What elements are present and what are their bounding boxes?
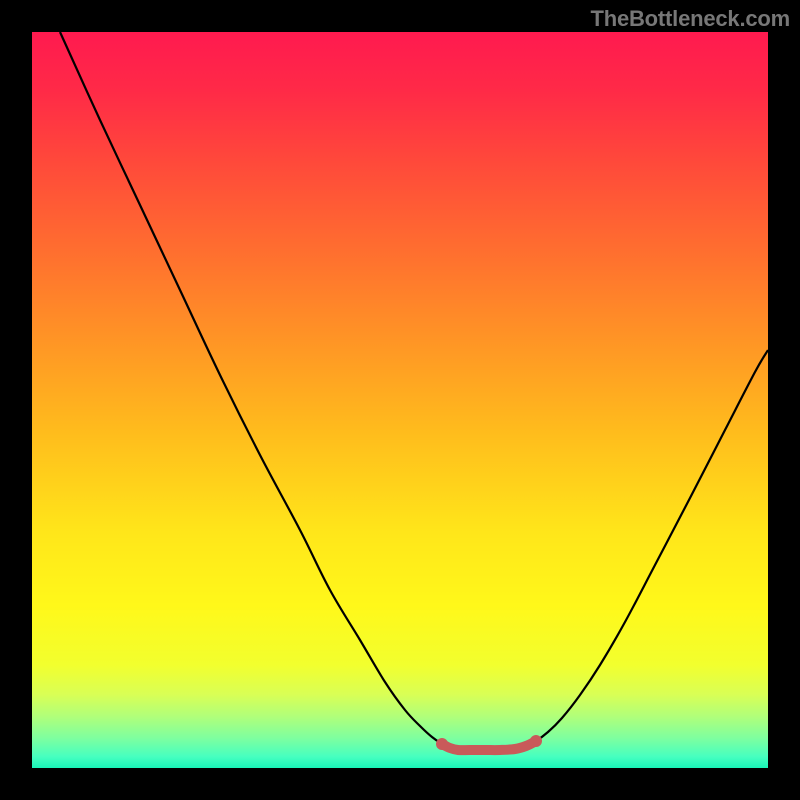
bottleneck-curve (0, 0, 800, 800)
watermark-text: TheBottleneck.com (590, 6, 790, 32)
